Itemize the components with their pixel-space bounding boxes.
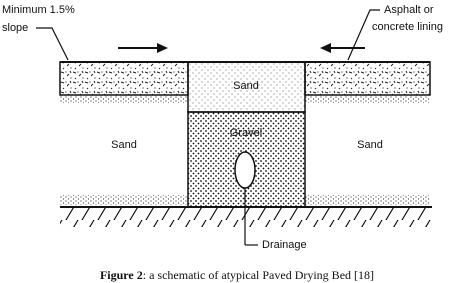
- caption-figure: Figure 2: [100, 268, 143, 282]
- bed: [59, 61, 432, 246]
- arrows: [118, 43, 365, 53]
- slope-label: Minimum 1.5%: [2, 4, 75, 16]
- leaders: [36, 9, 380, 61]
- caption-text: : a schematic of atypical Paved Drying B…: [143, 268, 374, 282]
- lining-label: Asphalt or: [384, 4, 434, 16]
- drainage-label: Drainage: [262, 239, 307, 251]
- layer-label: Sand: [357, 139, 383, 151]
- layer-label: Sand: [111, 139, 137, 151]
- layer-label: Sand: [233, 80, 259, 92]
- layer-label: Gravel: [230, 127, 262, 139]
- lining-label: concrete lining: [372, 21, 443, 33]
- slope-label: slope: [2, 22, 28, 34]
- caption: Figure 2: a schematic of atypical Paved …: [100, 268, 374, 282]
